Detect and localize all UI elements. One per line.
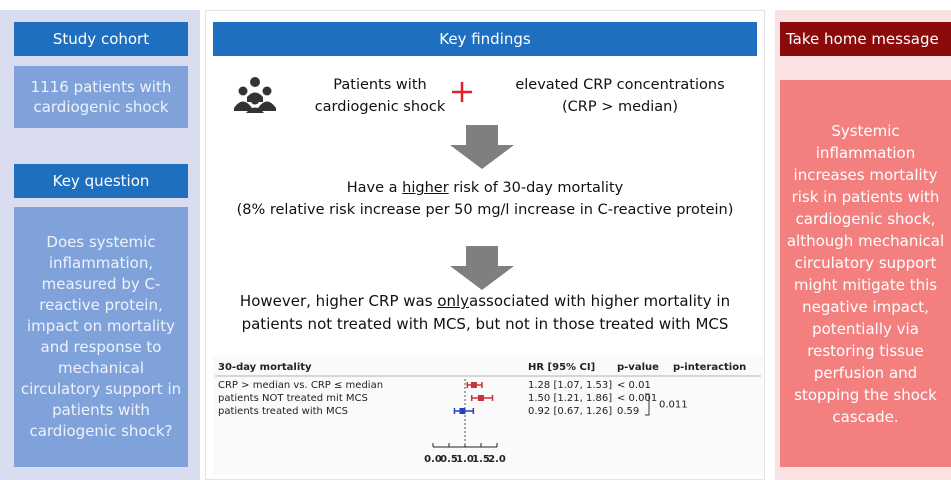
hazard-ratio (478, 395, 484, 401)
text: However, higher CRP was (239, 292, 438, 310)
column-header: 30-day mortality (218, 362, 312, 373)
column-header: p-value (617, 362, 659, 373)
hr-text: 1.28 [1.07, 1.53] (528, 380, 612, 391)
hr-text: 0.92 [0.67, 1.26] (528, 406, 612, 417)
text: associated with higher mortality in pati… (241, 292, 731, 333)
forest-plot: 30-day mortality HR [95% CI] p-value p-inte… (213, 355, 763, 475)
emphasis: higher (402, 180, 449, 196)
hazard-ratio (459, 408, 466, 414)
people-icon (234, 77, 276, 113)
x-tick-label: 0.5 (440, 454, 458, 465)
p-value: < 0.01 (617, 380, 651, 391)
row-label: patients treated with MCS (218, 406, 348, 417)
section-header: Key question (14, 164, 188, 198)
p-value: 0.59 (617, 406, 639, 417)
plus-icon (452, 82, 472, 102)
row-label: patients NOT treated mit MCS (218, 393, 368, 404)
text: elevated CRP concentrations (CRP > media… (515, 77, 725, 115)
bracket (645, 393, 650, 416)
text: (8% relative risk increase per 50 mg/l i… (236, 202, 734, 218)
column-header: HR [95% CI] (528, 362, 595, 373)
p-value: < 0.001 (617, 393, 657, 404)
finding: Have a higher risk of 30-day mortality (8… (213, 177, 757, 221)
row-label: CRP > median vs. CRP ≤ median (218, 380, 383, 391)
column-header: p-interaction (673, 362, 746, 373)
text: Have a (346, 180, 403, 196)
section-header: Study cohort (14, 22, 188, 56)
x-tick-label: 2.0 (488, 454, 506, 465)
text: risk of 30-day mortality (448, 180, 624, 196)
emphasis: only (437, 292, 470, 310)
x-tick-label: 1.0 (456, 454, 474, 465)
info-box: Systemic inflammation increases mortalit… (780, 80, 951, 467)
section-header: Take home message (780, 22, 951, 56)
hazard-ratio (470, 382, 477, 388)
info-box: Does systemic inflammation, measured by … (14, 207, 188, 467)
section-header: Key findings (213, 22, 757, 56)
p-interaction: 0.011 (659, 400, 688, 411)
finding: However, higher CRP was onlyassociated w… (213, 290, 757, 336)
hr-text: 1.50 [1.21, 1.86] (528, 393, 612, 404)
x-tick-label: 1.5 (472, 454, 490, 465)
text: Patients with cardiogenic shock (314, 77, 446, 115)
down-arrow (450, 125, 514, 169)
info-box: 1116 patients with cardiogenic shock (14, 66, 188, 128)
down-arrow (450, 246, 514, 290)
x-tick-label: 0.0 (424, 454, 442, 465)
